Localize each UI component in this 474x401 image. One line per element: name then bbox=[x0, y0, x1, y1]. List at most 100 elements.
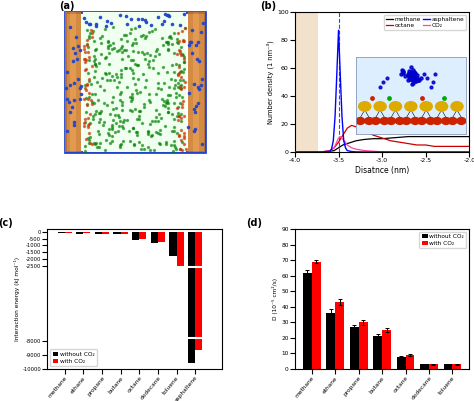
Point bbox=[148, 132, 156, 138]
Point bbox=[116, 142, 123, 148]
Point bbox=[142, 77, 149, 83]
Point bbox=[146, 99, 154, 105]
Point bbox=[83, 37, 91, 44]
Bar bbox=[359, 322, 367, 369]
Point bbox=[177, 127, 184, 134]
Point bbox=[91, 53, 98, 59]
Point bbox=[142, 19, 149, 26]
Point bbox=[197, 28, 205, 35]
X-axis label: Disatnce (nm): Disatnce (nm) bbox=[355, 166, 409, 175]
Point bbox=[161, 123, 168, 130]
Point bbox=[178, 81, 185, 88]
Point bbox=[86, 137, 93, 144]
Bar bbox=[295, 12, 319, 152]
Point bbox=[173, 89, 180, 96]
Point bbox=[88, 34, 96, 41]
Point bbox=[108, 99, 115, 105]
Point bbox=[117, 71, 124, 78]
Point bbox=[77, 83, 85, 89]
Point bbox=[194, 100, 201, 106]
Point bbox=[109, 105, 117, 112]
Point bbox=[82, 67, 89, 73]
Point bbox=[114, 111, 122, 118]
Point bbox=[127, 30, 134, 36]
Point bbox=[129, 70, 137, 76]
Point bbox=[82, 136, 90, 142]
Point bbox=[92, 107, 100, 114]
Legend: methane, octane, asphaltene, CO₂: methane, octane, asphaltene, CO₂ bbox=[384, 15, 466, 30]
Point bbox=[176, 83, 183, 89]
Bar bbox=[382, 330, 391, 369]
Point bbox=[134, 15, 142, 22]
Point bbox=[171, 85, 178, 91]
Point bbox=[154, 130, 162, 136]
Point bbox=[112, 105, 120, 111]
Point bbox=[177, 44, 185, 51]
Point bbox=[171, 30, 178, 36]
Point bbox=[113, 71, 120, 77]
Point bbox=[82, 57, 90, 63]
Point bbox=[125, 128, 133, 135]
Point bbox=[100, 119, 108, 126]
Point bbox=[164, 108, 172, 115]
Point bbox=[128, 107, 136, 114]
Point bbox=[115, 123, 122, 129]
Point bbox=[173, 105, 181, 111]
Point bbox=[180, 52, 187, 59]
Point bbox=[83, 41, 91, 48]
Point bbox=[100, 122, 107, 128]
Point bbox=[151, 147, 158, 154]
Point bbox=[97, 14, 104, 20]
Point bbox=[105, 126, 112, 132]
Point bbox=[101, 69, 109, 76]
Point bbox=[80, 14, 87, 21]
Point bbox=[128, 91, 136, 97]
Point bbox=[81, 84, 89, 91]
Point bbox=[116, 144, 124, 150]
Point bbox=[133, 115, 141, 122]
Point bbox=[179, 94, 186, 101]
Point bbox=[127, 57, 134, 63]
Bar bbox=[95, 232, 102, 234]
Point bbox=[180, 38, 187, 45]
Point bbox=[177, 50, 184, 57]
Point bbox=[90, 37, 98, 44]
Point bbox=[76, 96, 84, 103]
Bar bbox=[406, 355, 414, 369]
Point bbox=[131, 35, 138, 42]
Point bbox=[154, 80, 162, 86]
Point bbox=[134, 61, 141, 68]
Point bbox=[92, 46, 100, 52]
Point bbox=[170, 138, 178, 144]
Point bbox=[68, 104, 76, 110]
Point bbox=[69, 58, 77, 64]
Point bbox=[84, 96, 91, 103]
Point bbox=[72, 49, 79, 56]
Point bbox=[167, 142, 174, 148]
Point bbox=[140, 146, 148, 152]
Point bbox=[159, 102, 167, 108]
Point bbox=[77, 91, 84, 97]
Bar bbox=[312, 261, 321, 369]
Y-axis label: Number density (1 nm⁻³): Number density (1 nm⁻³) bbox=[267, 40, 274, 124]
Point bbox=[80, 43, 88, 49]
Bar bbox=[195, 232, 202, 350]
Point bbox=[154, 46, 161, 52]
Point bbox=[148, 117, 156, 124]
Point bbox=[131, 81, 139, 87]
Point bbox=[97, 51, 105, 57]
Bar bbox=[102, 232, 109, 234]
Point bbox=[138, 16, 146, 22]
Bar bbox=[195, 232, 202, 350]
Bar bbox=[76, 232, 83, 234]
Point bbox=[148, 28, 156, 34]
Bar bbox=[420, 364, 429, 369]
Point bbox=[99, 75, 106, 81]
Point bbox=[109, 40, 116, 46]
Point bbox=[91, 61, 99, 67]
Point bbox=[144, 61, 151, 68]
Point bbox=[174, 71, 182, 78]
Point bbox=[116, 47, 123, 53]
Point bbox=[101, 147, 109, 153]
Bar bbox=[76, 12, 82, 152]
